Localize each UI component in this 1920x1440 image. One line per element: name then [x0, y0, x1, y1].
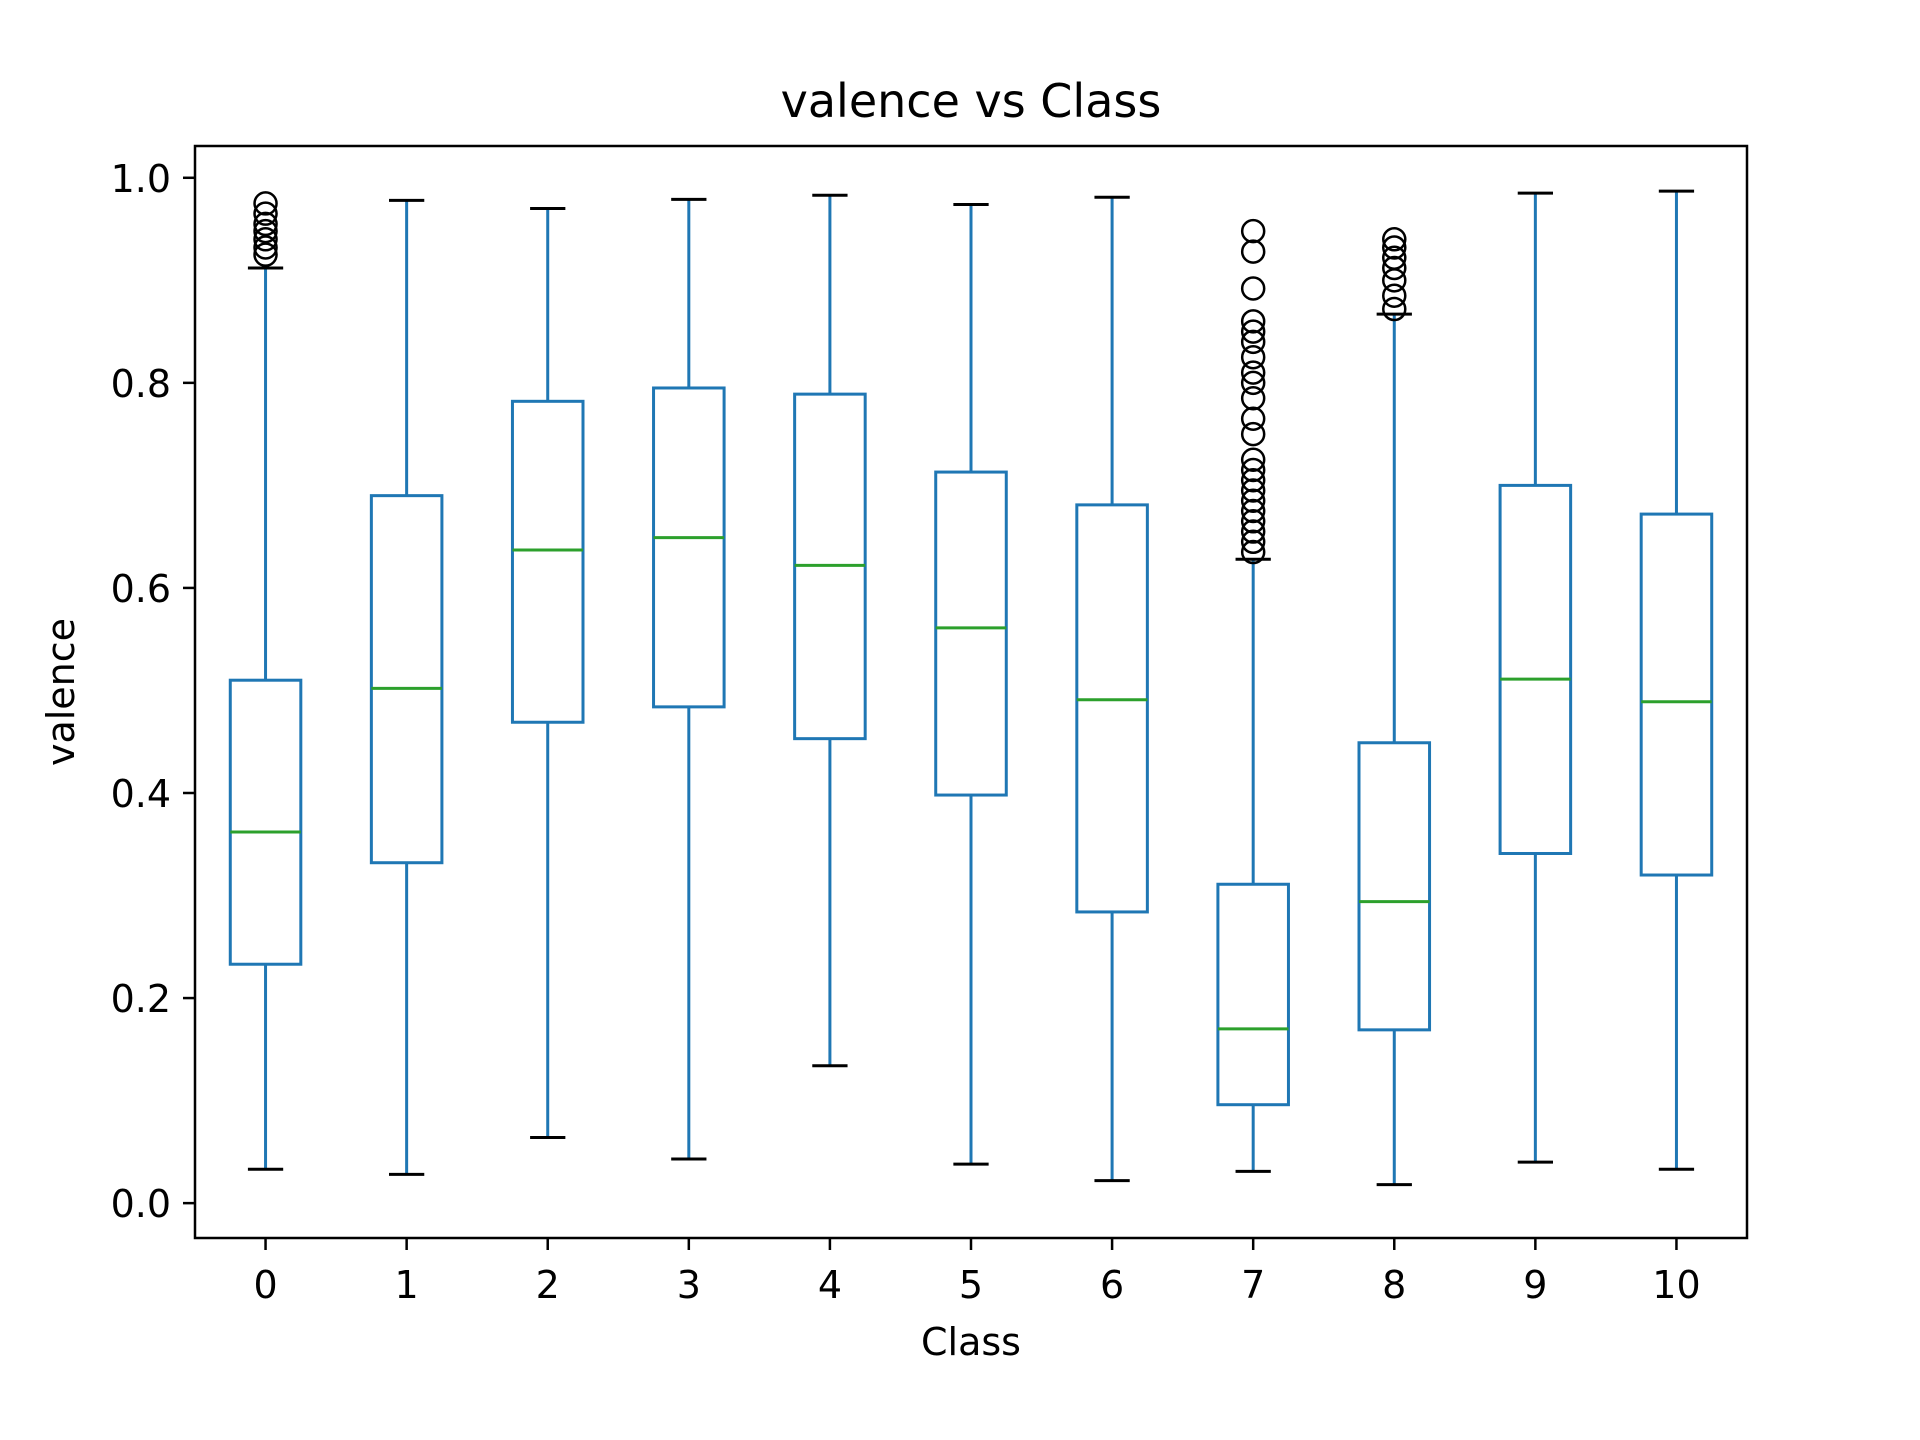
- x-axis-label: Class: [921, 1320, 1021, 1364]
- plot-area: 0.0 0.2 0.4 0.6 0.8 1.0 0 1 2 3 4 5 6 7 8 9 10: [111, 157, 1714, 1307]
- outlier-point: [1240, 478, 1266, 503]
- outlier-point: [253, 227, 278, 252]
- box-iqr: [934, 470, 1008, 797]
- outlier-point: [1240, 329, 1266, 355]
- box-iqr: [369, 494, 444, 865]
- x-tick-label: 4: [818, 1263, 842, 1307]
- axes-frame: [193, 144, 1749, 1240]
- outlier-point: [1240, 539, 1266, 565]
- outlier-point: [1240, 385, 1266, 411]
- outlier-point: [1382, 255, 1407, 281]
- box-iqr: [228, 678, 303, 966]
- outlier-point: [253, 211, 278, 237]
- outlier-point: [1240, 488, 1266, 514]
- outlier-point: [1382, 296, 1407, 322]
- outlier-point: [1382, 235, 1407, 260]
- outlier-point: [1240, 406, 1266, 431]
- y-axis-label: valence: [39, 618, 83, 766]
- outlier-point: [1240, 519, 1266, 544]
- outlier-point: [1240, 447, 1266, 473]
- x-tick-label: 10: [1652, 1263, 1700, 1307]
- outlier-point: [1240, 498, 1266, 524]
- x-tick-label: 9: [1523, 1263, 1547, 1307]
- outlier-point: [1240, 529, 1266, 555]
- x-tick-label: 0: [253, 1263, 277, 1307]
- outlier-point: [1240, 276, 1266, 301]
- x-tick-label: 8: [1382, 1263, 1406, 1307]
- outlier-point: [1382, 268, 1407, 293]
- box-iqr: [1075, 503, 1149, 914]
- y-tick-label: 1.0: [111, 157, 171, 201]
- x-tick-label: 1: [395, 1263, 419, 1307]
- y-tick-label: 0.8: [111, 362, 171, 406]
- outlier-point: [1240, 218, 1266, 244]
- x-tick-label: 2: [536, 1263, 560, 1307]
- x-tick-label: 6: [1100, 1263, 1124, 1307]
- outlier-point: [253, 218, 278, 244]
- outlier-point: [1240, 309, 1266, 334]
- box-iqr: [1639, 512, 1714, 877]
- box-iqr: [652, 386, 726, 709]
- outlier-point: [1240, 344, 1266, 370]
- outlier-point: [253, 242, 278, 267]
- box-iqr: [1357, 741, 1432, 1032]
- box-iqr: [1216, 882, 1290, 1107]
- y-tick-label: 0.6: [111, 567, 171, 611]
- y-tick-label: 0.0: [111, 1182, 171, 1226]
- outlier-point: [253, 201, 278, 226]
- outlier-point: [1240, 509, 1266, 534]
- outlier-point: [1240, 468, 1266, 493]
- outlier-point: [253, 191, 278, 216]
- box-iqr: [510, 399, 585, 724]
- outlier-point: [1382, 245, 1407, 271]
- outlier-point: [1382, 283, 1407, 308]
- outlier-point: [253, 235, 278, 260]
- outlier-point: [1240, 360, 1266, 385]
- x-tick-label: 5: [959, 1263, 983, 1307]
- chart-title: valence vs Class: [781, 74, 1162, 128]
- outlier-point: [1382, 227, 1407, 252]
- outlier-point: [1240, 319, 1266, 344]
- outlier-point: [1240, 421, 1266, 447]
- x-tick-label: 3: [677, 1263, 701, 1307]
- y-tick-label: 0.2: [111, 977, 171, 1021]
- outlier-point: [1240, 370, 1266, 396]
- y-tick-label: 0.4: [111, 772, 171, 816]
- outlier-point: [1240, 239, 1266, 264]
- outlier-point: [1240, 457, 1266, 483]
- x-tick-label: 7: [1241, 1263, 1265, 1307]
- box-iqr: [1498, 483, 1573, 855]
